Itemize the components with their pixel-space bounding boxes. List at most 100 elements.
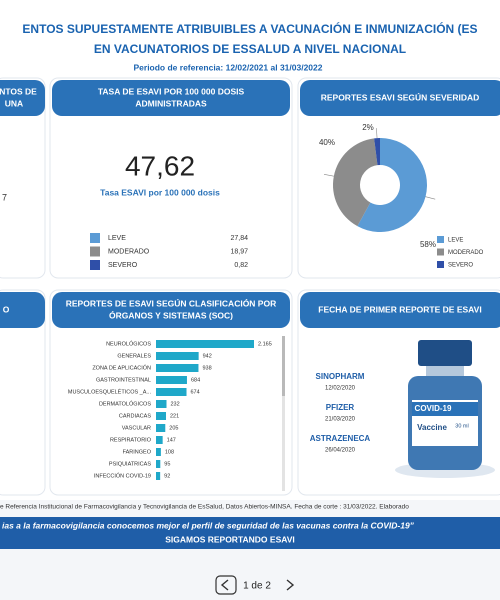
bar — [156, 388, 187, 396]
data-label: 2% — [362, 123, 374, 132]
vaccine-name: PFIZER — [326, 403, 355, 412]
card-header — [52, 292, 290, 328]
scrollbar-track — [282, 336, 285, 491]
data-label: 58% — [420, 240, 436, 249]
donut-slice — [374, 138, 380, 166]
vial-cap — [418, 340, 472, 366]
data-label: 221 — [170, 413, 179, 419]
scrollbar-thumb[interactable] — [282, 336, 285, 396]
table-cell: SEVERO — [108, 262, 138, 269]
bar — [156, 340, 254, 348]
vaccine-vial: COVID-19 Vaccine 30 ml — [395, 340, 495, 478]
bar — [156, 364, 199, 372]
category-label: CARDIACAS — [119, 413, 151, 419]
vaccine-date: 21/03/2020 — [325, 417, 356, 423]
table-cell: MODERADO — [108, 248, 150, 255]
vaccine-name: SINOPHARM — [316, 372, 365, 381]
category-label: NEUROLÓGICOS — [106, 340, 151, 347]
bar — [156, 412, 167, 420]
category-label: INFECCIÓN COVID-19 — [94, 472, 151, 479]
legend-label: MODERADO — [448, 250, 484, 256]
bar-chart: NEUROLÓGICOS 2.165 GENERALES 942 ZONA DE APL… — [68, 340, 272, 480]
bar — [156, 400, 167, 408]
bar — [156, 376, 187, 384]
card-header — [52, 80, 290, 116]
prev-icon — [220, 579, 229, 591]
legend-swatch — [437, 261, 444, 268]
data-label: 942 — [203, 353, 212, 359]
card — [0, 77, 46, 279]
table-cell: LEVE — [108, 235, 126, 242]
card-header — [300, 80, 500, 116]
rate-caption: Tasa ESAVI por 100 000 dosis — [100, 187, 220, 197]
data-label: 40% — [319, 138, 335, 147]
banner — [0, 517, 500, 549]
category-label: ZONA DE APLICACIÓN — [92, 364, 151, 371]
period: Periodo de referencia: 12/02/2021 al 31/… — [133, 62, 322, 72]
rate-value: 47,62 — [125, 150, 195, 181]
legend-swatch — [90, 233, 100, 243]
vaccine-date: 26/04/2020 — [325, 448, 356, 454]
vial-band — [412, 402, 478, 416]
card-header-text: REPORTES ESAVI SEGÚN SEVERIDAD — [321, 91, 480, 102]
table-cell: 27,84 — [230, 235, 248, 242]
data-label: 684 — [191, 377, 200, 383]
pager: 1 de 2 — [215, 575, 295, 595]
table-cell: 18,97 — [230, 248, 248, 255]
legend-label: SEVERO — [448, 263, 473, 269]
donut-slice — [332, 138, 378, 227]
category-label: RESPIRATORIO — [110, 437, 152, 443]
vial-volume: 30 ml — [455, 423, 468, 429]
vial-text: Vaccine — [417, 423, 447, 432]
data-label: 147 — [167, 437, 176, 443]
banner-text: ias a la farmacovigilancia conocemos mej… — [2, 520, 415, 530]
value: 7 — [2, 192, 7, 202]
vaccine-date: 12/02/2020 — [325, 386, 356, 392]
vaccine-name: ASTRAZENECA — [310, 434, 371, 443]
leader-line — [323, 174, 334, 177]
category-label: MUSCULOESQUELÉTICOS _A... — [68, 388, 152, 395]
data-label: 95 — [164, 461, 170, 467]
bar — [156, 352, 199, 360]
banner-text: SIGAMOS REPORTANDO ESAVI — [165, 534, 295, 544]
legend-swatch — [90, 246, 100, 257]
title: EN VACUNATORIOS DE ESSALUD A NIVEL NACIO… — [94, 42, 406, 56]
data-label: 92 — [164, 473, 170, 479]
card-header-text: UNA — [5, 98, 23, 108]
category-label: PSIQUIATRICAS — [109, 461, 151, 467]
legend-swatch — [437, 236, 444, 243]
card-header — [300, 292, 500, 328]
card-header-text: ADMINISTRADAS — [135, 98, 207, 108]
card-header — [0, 292, 45, 328]
card-header-text: TASA DE ESAVI POR 100 000 DOSIS — [98, 86, 245, 96]
data-label: 232 — [171, 401, 180, 407]
category-label: DERMATOLÓGICOS — [99, 400, 151, 407]
report-list: SINOPHARM 12/02/2020 PFIZER 21/03/2020 ASTRA… — [310, 372, 371, 453]
legend-label: LEVE — [448, 238, 463, 244]
data-label: 108 — [165, 449, 174, 455]
legend-swatch — [90, 260, 100, 270]
legend-swatch — [437, 248, 444, 256]
card-header-text: REPORTES DE ESAVI SEGÚN CLASIFICACIÓN PO… — [66, 297, 276, 308]
data-label: 205 — [169, 425, 178, 431]
leader-line — [376, 128, 378, 139]
next-button[interactable] — [286, 579, 295, 591]
prev-button[interactable] — [215, 575, 237, 595]
category-label: GENERALES — [117, 353, 151, 359]
card-header-text: ÓRGANOS Y SISTEMAS (SOC) — [109, 309, 233, 320]
donut-slice — [357, 138, 427, 232]
bar — [156, 424, 166, 432]
page-indicator: 1 de 2 — [243, 581, 271, 592]
card-header — [0, 80, 45, 116]
bar — [156, 436, 163, 444]
category-label: VASCULAR — [122, 425, 151, 431]
card-header-text: NTOS DE — [0, 86, 37, 96]
vial-neck — [426, 366, 464, 376]
card-header-text: FECHA DE PRIMER REPORTE DE ESAVI — [318, 304, 481, 314]
card — [0, 289, 46, 496]
data-label: 674 — [191, 389, 200, 395]
card — [49, 77, 293, 279]
vial-label-text: COVID-19 — [415, 404, 452, 413]
rate-table: LEVE 27,84 MODERADO 18,97 SEVERO 0,82 — [90, 233, 248, 270]
